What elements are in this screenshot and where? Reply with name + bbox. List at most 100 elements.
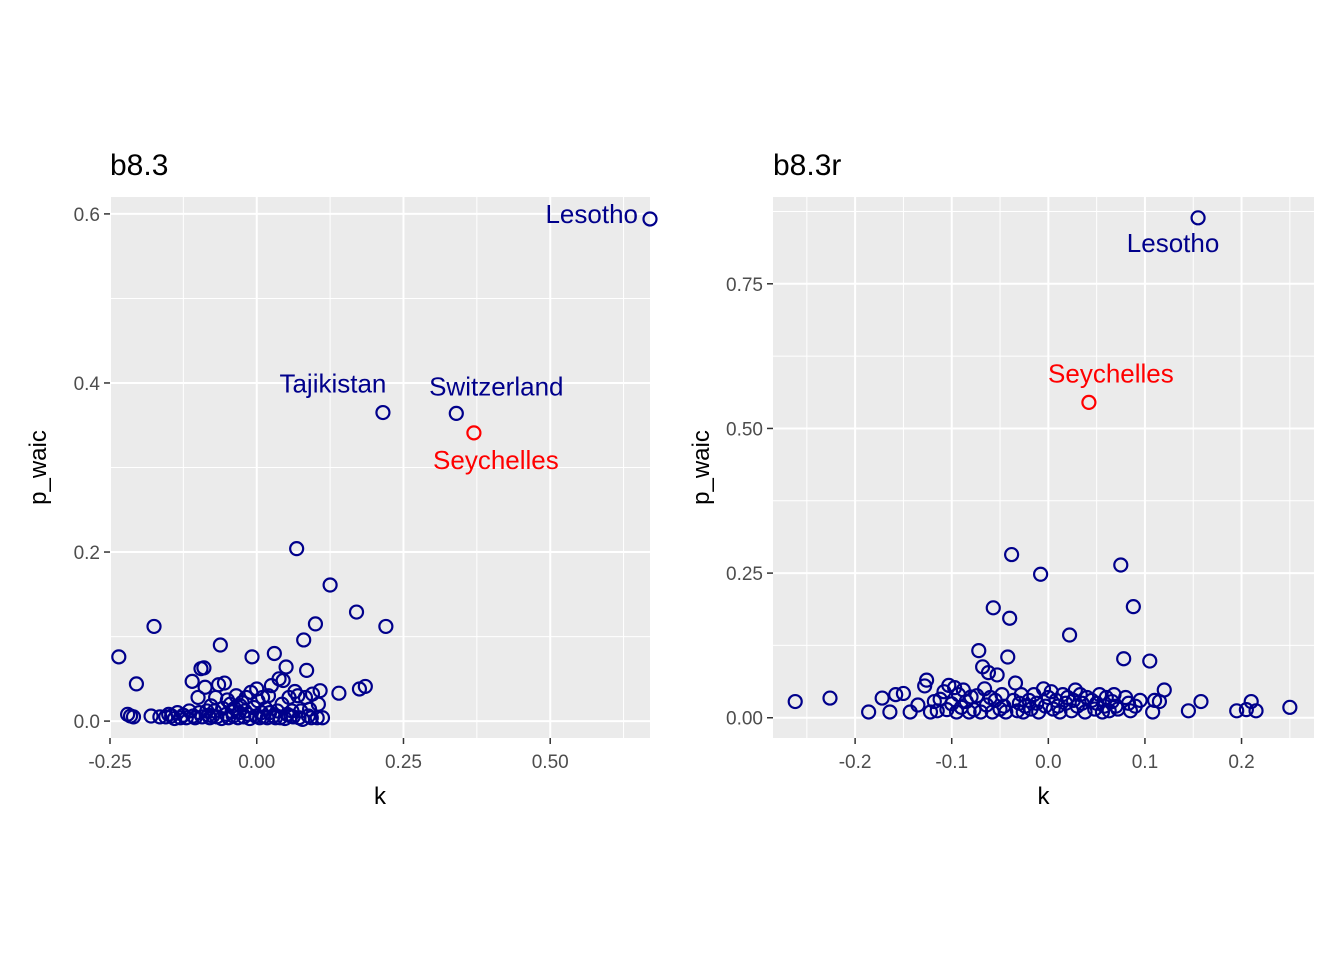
data-point [888,687,904,703]
data-point [1035,681,1052,697]
x-tick-label: 0.2 [1228,752,1254,773]
data-point [278,659,294,675]
data-point [212,637,228,653]
data-point [125,709,142,725]
data-point [266,645,282,662]
point-label-lesotho: Lesotho [1127,228,1220,258]
data-point [1007,675,1024,691]
x-axis-label: k [1038,783,1051,810]
data-point [985,600,1001,616]
data-point [1116,651,1132,667]
data-point [1004,546,1020,563]
data-point [152,709,168,725]
data-point [1132,692,1148,708]
data-point [895,685,912,702]
data-point [1190,210,1206,226]
data-point [966,702,982,718]
data-point [146,618,162,635]
data-point [919,672,935,688]
data-point [357,678,373,695]
x-tick-label: 0.25 [385,752,422,773]
data-point [1113,557,1129,573]
highlighted-point [1081,394,1097,411]
data-point [1077,704,1093,720]
y-tick-label: 0.50 [726,419,763,440]
data-point [980,665,997,681]
panel-title: b8.3 [110,149,168,182]
y-tick-label: 0.2 [74,543,100,564]
data-point [312,683,328,699]
point-label-seychelles: Seychelles [1048,358,1174,388]
point-label-switzerland: Switzerland [429,371,563,401]
data-point [1029,695,1045,711]
data-point [178,710,194,726]
data-point [882,704,898,720]
data-point [1061,627,1078,643]
data-point [290,688,306,704]
data-point [331,685,347,701]
panel-title: b8.3r [773,149,841,182]
data-point [1193,693,1209,710]
data-point [874,690,890,706]
x-tick-label: 0.0 [1035,752,1061,773]
point-label-seychelles: Seychelles [433,445,559,475]
data-point [1067,682,1083,698]
y-axis-label: p_waic [25,430,52,505]
data-point [1180,703,1197,719]
data-point [128,676,145,692]
data-point [190,689,206,706]
data-point [1000,649,1016,665]
data-point [1142,653,1158,669]
x-tick-label: -0.25 [88,752,131,773]
y-axis-label: p_waic [688,430,715,505]
data-point [299,662,315,678]
data-point [303,710,319,726]
x-tick-label: 0.00 [238,752,275,773]
y-tick-label: 0.00 [726,709,763,730]
data-point [275,672,291,689]
data-point [448,405,464,421]
data-point [216,675,233,691]
data-point [822,690,838,706]
data-point [111,649,127,665]
y-tick-label: 0.4 [74,374,101,395]
data-point [1248,703,1264,719]
data-point [1072,687,1088,703]
data-point [293,703,309,719]
x-axis-label: k [374,783,387,810]
data-point [1033,566,1049,582]
data-point [1125,599,1141,615]
panel-1: -0.25 0.00 0.25 0.50 0.0 0.2 0.4 0.6 Lesotho Taji… [25,149,658,810]
data-point [787,693,803,710]
highlighted-point [466,425,482,441]
data-point [910,697,926,713]
panel-2: -0.2 -0.1 0.0 0.1 0.2 0.00 0.25 0.50 0.75 Lesotho… [688,149,1314,810]
data-point [289,541,305,557]
data-point [1229,703,1245,719]
data-point [143,708,159,724]
data-point [1002,610,1018,626]
data-point [260,688,277,704]
data-point [244,649,260,665]
plot-background [773,197,1314,738]
x-tick-label: 0.1 [1132,752,1158,773]
data-point [1282,699,1298,715]
data-point [322,577,338,593]
x-tick-label: -0.1 [935,752,968,773]
data-point [861,704,877,720]
data-point [998,704,1014,720]
data-point [184,673,200,689]
point-label-tajikistan: Tajikistan [279,369,386,399]
y-tick-label: 0.75 [726,275,763,296]
data-point [196,660,212,676]
data-point [314,710,331,726]
point-label-lesotho: Lesotho [545,199,638,229]
data-point [348,604,365,620]
data-point [1156,682,1172,698]
y-tick-label: 0.6 [74,205,100,226]
x-tick-label: 0.50 [532,752,569,773]
data-point [375,404,391,421]
data-point [307,616,324,632]
